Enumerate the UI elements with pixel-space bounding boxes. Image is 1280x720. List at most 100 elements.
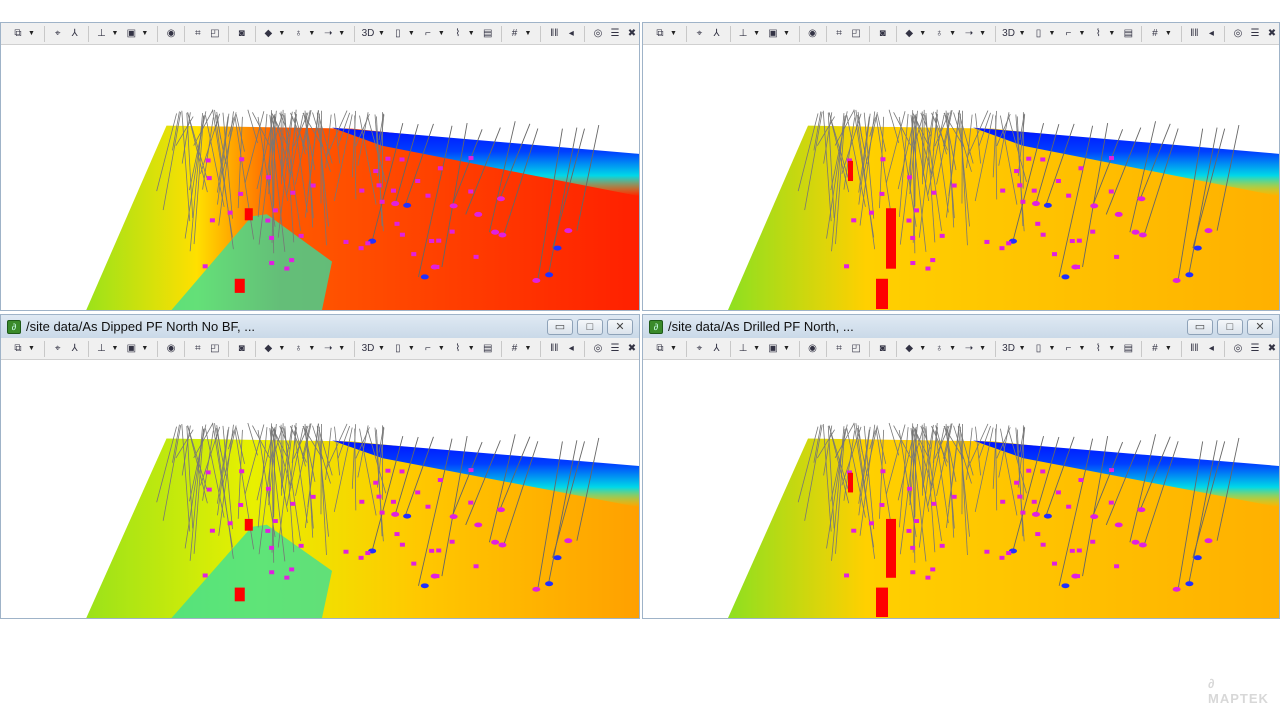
chevron-down-icon[interactable]: ▼	[28, 30, 35, 37]
target-icon[interactable]: ◎	[593, 27, 603, 39]
globe-select-icon[interactable]: ◉	[166, 27, 176, 39]
chevron-down-icon[interactable]: ▼	[467, 345, 475, 352]
profile-icon[interactable]: ⌇	[455, 342, 461, 354]
grid-icon[interactable]: #	[511, 27, 518, 39]
chevron-down-icon[interactable]: ▼	[377, 345, 385, 352]
chevron-down-icon[interactable]: ▼	[979, 30, 986, 37]
speaker-icon[interactable]: ◂	[568, 342, 574, 354]
screenshot-icon[interactable]: ◙	[879, 27, 886, 39]
chevron-down-icon[interactable]: ▼	[1048, 345, 1056, 352]
chevron-down-icon[interactable]: ▼	[949, 345, 957, 352]
globe-select-icon[interactable]: ◉	[166, 342, 176, 354]
profile-icon[interactable]: ⌇	[1095, 342, 1101, 354]
elevation-icon[interactable]: ⊥	[97, 27, 106, 39]
target-icon[interactable]: ◎	[1233, 342, 1243, 354]
chevron-down-icon[interactable]: ▼	[111, 30, 119, 37]
axis-icon[interactable]: ⅄	[71, 342, 78, 354]
section-icon[interactable]: ⌐	[424, 342, 431, 354]
axis-icon[interactable]: ⅄	[713, 27, 720, 39]
speaker-icon[interactable]: ◂	[1208, 342, 1214, 354]
section-icon[interactable]: ⌐	[1065, 27, 1072, 39]
chevron-down-icon[interactable]: ▼	[407, 345, 415, 352]
shading-icon[interactable]: ◆	[264, 342, 273, 354]
lights-icon[interactable]: ♁	[294, 342, 303, 354]
chevron-down-icon[interactable]: ▼	[670, 345, 677, 352]
close-view-icon[interactable]: ✖	[627, 342, 637, 354]
axis-icon[interactable]: ⅄	[713, 342, 720, 354]
camera-look-icon[interactable]: ⌖	[696, 27, 703, 39]
chevron-down-icon[interactable]: ▼	[979, 345, 986, 352]
legend-list-icon[interactable]: ☰	[610, 27, 620, 39]
chevron-down-icon[interactable]: ▼	[437, 345, 445, 352]
maximize-button[interactable]: □	[577, 318, 603, 335]
close-button[interactable]: ✕	[607, 318, 633, 335]
globe-select-icon[interactable]: ◉	[808, 27, 817, 39]
globe-select-icon[interactable]: ◉	[808, 342, 817, 354]
legend-list-icon[interactable]: ☰	[1250, 27, 1260, 39]
chevron-down-icon[interactable]: ▼	[141, 30, 149, 37]
drillholes-icon[interactable]: ‖‖	[550, 27, 559, 39]
3d-mode-icon[interactable]: 3D	[1002, 27, 1015, 39]
minimize-button[interactable]: ▭	[1187, 318, 1213, 335]
screenshot-icon[interactable]: ◙	[238, 27, 245, 39]
chevron-down-icon[interactable]: ▼	[783, 345, 790, 352]
scale-icon[interactable]: ▯	[1035, 27, 1042, 39]
chevron-down-icon[interactable]: ▼	[377, 30, 385, 37]
close-view-icon[interactable]: ✖	[1267, 342, 1277, 354]
chevron-down-icon[interactable]: ▼	[919, 30, 927, 37]
properties-icon[interactable]: ▤	[483, 27, 493, 39]
chevron-down-icon[interactable]: ▼	[1108, 30, 1116, 37]
zoom-window-icon[interactable]: ◰	[210, 27, 220, 39]
close-view-icon[interactable]: ✖	[627, 27, 637, 39]
profile-icon[interactable]: ⌇	[455, 27, 461, 39]
layers-icon[interactable]: ▣	[768, 342, 778, 354]
arrow-icon[interactable]: ➝	[324, 342, 333, 354]
3d-mode-icon[interactable]: 3D	[361, 27, 375, 39]
chevron-down-icon[interactable]: ▼	[524, 345, 532, 352]
chevron-down-icon[interactable]: ▼	[1078, 30, 1086, 37]
axis-icon[interactable]: ⅄	[71, 27, 78, 39]
scale-icon[interactable]: ▯	[395, 342, 401, 354]
minimize-button[interactable]: ▭	[547, 318, 573, 335]
chevron-down-icon[interactable]: ▼	[1164, 345, 1172, 352]
3d-viewport[interactable]	[1, 360, 639, 618]
3d-mode-icon[interactable]: 3D	[1002, 342, 1015, 354]
chevron-down-icon[interactable]: ▼	[278, 30, 286, 37]
zoom-extents-icon[interactable]: ⌗	[195, 342, 201, 354]
screenshot-icon[interactable]: ◙	[238, 342, 245, 354]
view-cube-icon[interactable]: ⧉	[14, 342, 22, 354]
view-cube-icon[interactable]: ⧉	[656, 342, 664, 354]
layers-icon[interactable]: ▣	[126, 27, 137, 39]
grid-icon[interactable]: #	[1152, 27, 1158, 39]
speaker-icon[interactable]: ◂	[568, 27, 574, 39]
drillholes-icon[interactable]: ‖‖	[550, 342, 559, 354]
screenshot-icon[interactable]: ◙	[879, 342, 886, 354]
legend-list-icon[interactable]: ☰	[610, 342, 620, 354]
chevron-down-icon[interactable]: ▼	[753, 30, 760, 37]
camera-look-icon[interactable]: ⌖	[54, 342, 61, 354]
target-icon[interactable]: ◎	[593, 342, 603, 354]
shading-icon[interactable]: ◆	[905, 342, 914, 354]
chevron-down-icon[interactable]: ▼	[407, 30, 415, 37]
zoom-window-icon[interactable]: ◰	[210, 342, 220, 354]
speaker-icon[interactable]: ◂	[1208, 27, 1214, 39]
target-icon[interactable]: ◎	[1233, 27, 1243, 39]
chevron-down-icon[interactable]: ▼	[308, 30, 316, 37]
arrow-icon[interactable]: ➝	[964, 27, 974, 39]
chevron-down-icon[interactable]: ▼	[467, 30, 475, 37]
chevron-down-icon[interactable]: ▼	[308, 345, 316, 352]
chevron-down-icon[interactable]: ▼	[278, 345, 286, 352]
chevron-down-icon[interactable]: ▼	[338, 30, 346, 37]
properties-icon[interactable]: ▤	[483, 342, 493, 354]
layers-icon[interactable]: ▣	[126, 342, 137, 354]
section-icon[interactable]: ⌐	[1065, 342, 1072, 354]
3d-viewport[interactable]	[643, 45, 1279, 310]
chevron-down-icon[interactable]: ▼	[28, 345, 35, 352]
close-button[interactable]: ✕	[1247, 318, 1273, 335]
elevation-icon[interactable]: ⊥	[97, 342, 106, 354]
elevation-icon[interactable]: ⊥	[738, 342, 748, 354]
chevron-down-icon[interactable]: ▼	[919, 345, 927, 352]
properties-icon[interactable]: ▤	[1123, 27, 1134, 39]
3d-mode-icon[interactable]: 3D	[361, 342, 375, 354]
chevron-down-icon[interactable]: ▼	[670, 30, 677, 37]
